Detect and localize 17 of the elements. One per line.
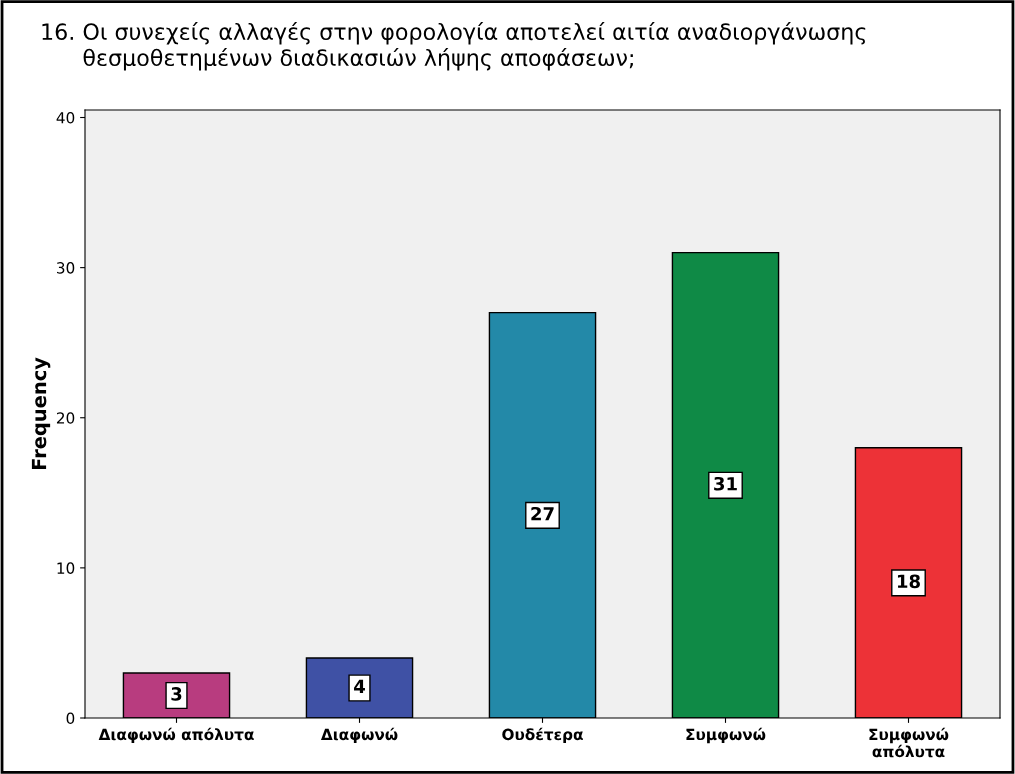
x-tick-label: Συμφωνώ απόλυτα <box>869 727 949 758</box>
y-tick-label: 10 <box>57 562 75 574</box>
chart-title: 16. Οι συνεχείς αλλαγές στην φορολογία αποτελεί αιτία αναδιοργάνωσης θεσμοθετημένων διαδικασιών λήψης αποφάσεων; <box>42 22 866 71</box>
x-tick-label: Ουδέτερα <box>502 727 583 744</box>
y-axis-title: Frequency <box>31 357 51 470</box>
data-label: 4 <box>354 679 365 693</box>
x-tick-label: Διαφωνώ απόλυτα <box>98 727 254 744</box>
data-label: 27 <box>531 506 554 521</box>
y-tick-label: 0 <box>66 712 75 725</box>
data-label: 18 <box>897 574 920 589</box>
y-tick-label: 40 <box>56 111 75 124</box>
data-label: 3 <box>171 687 182 701</box>
data-label: 31 <box>714 476 737 491</box>
y-tick-label: 30 <box>57 262 75 274</box>
x-tick-label: Συμφωνώ <box>686 727 766 744</box>
y-tick-label: 20 <box>56 412 75 424</box>
x-tick-label: Διαφωνώ <box>320 727 398 744</box>
